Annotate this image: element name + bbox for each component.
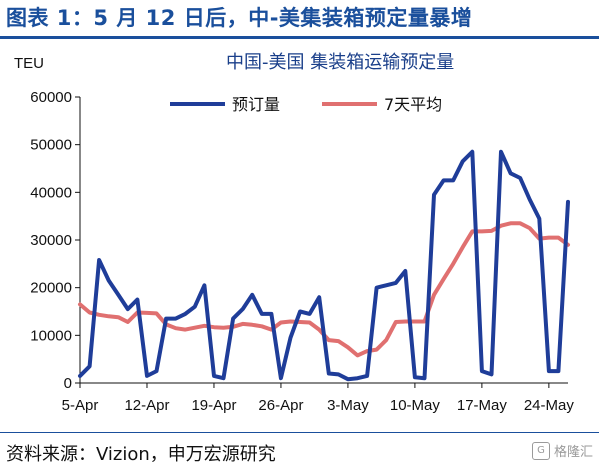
- y-axis: 0 10000 20000 30000 40000 50000 60000: [30, 89, 81, 392]
- header-divider: [0, 36, 599, 39]
- legend-label-booking: 预订量: [232, 95, 280, 114]
- y-axis-unit-label: TEU: [14, 55, 44, 72]
- legend-label-7day-average: 7天平均: [384, 95, 442, 114]
- series-layer: [78, 149, 570, 382]
- legend: 预订量 7天平均: [170, 95, 442, 114]
- watermark: G 格隆汇: [531, 441, 593, 460]
- series-line-booking: [78, 149, 570, 382]
- x-tick-label: 19-Apr: [191, 397, 236, 414]
- y-tick-label: 30000: [30, 232, 72, 249]
- watermark-text: 格隆汇: [553, 445, 593, 460]
- chart-title: 中国-美国 集装箱运输预定量: [226, 52, 454, 73]
- source-note: 资料来源：Vizion，申万宏源研究: [6, 444, 276, 465]
- figure-caption: 图表 1：5 月 12 日后，中-美集装箱预定量暴增: [6, 6, 473, 30]
- x-tick-label: 26-Apr: [258, 397, 303, 414]
- x-axis: 5-Apr 12-Apr 19-Apr 26-Apr 3-May 10-May 17-May…: [62, 382, 575, 414]
- x-tick-label: 17-May: [457, 397, 508, 414]
- x-tick-label: 5-Apr: [62, 397, 99, 414]
- y-tick-label: 40000: [30, 184, 72, 201]
- y-tick-label: 0: [64, 375, 72, 392]
- y-tick-label: 20000: [30, 280, 72, 297]
- line-chart: TEU 中国-美国 集装箱运输预定量 0 10000 20000 30000 40000…: [14, 52, 575, 414]
- y-tick-label: 60000: [30, 89, 72, 106]
- footer-divider: [0, 432, 599, 433]
- x-tick-label: 12-Apr: [124, 397, 169, 414]
- x-tick-label: 24-May: [524, 397, 575, 414]
- x-tick-label: 3-May: [327, 397, 369, 414]
- y-tick-label: 10000: [30, 327, 72, 344]
- y-tick-label: 50000: [30, 137, 72, 154]
- x-tick-label: 10-May: [390, 397, 441, 414]
- watermark-logo-icon: G: [531, 441, 550, 460]
